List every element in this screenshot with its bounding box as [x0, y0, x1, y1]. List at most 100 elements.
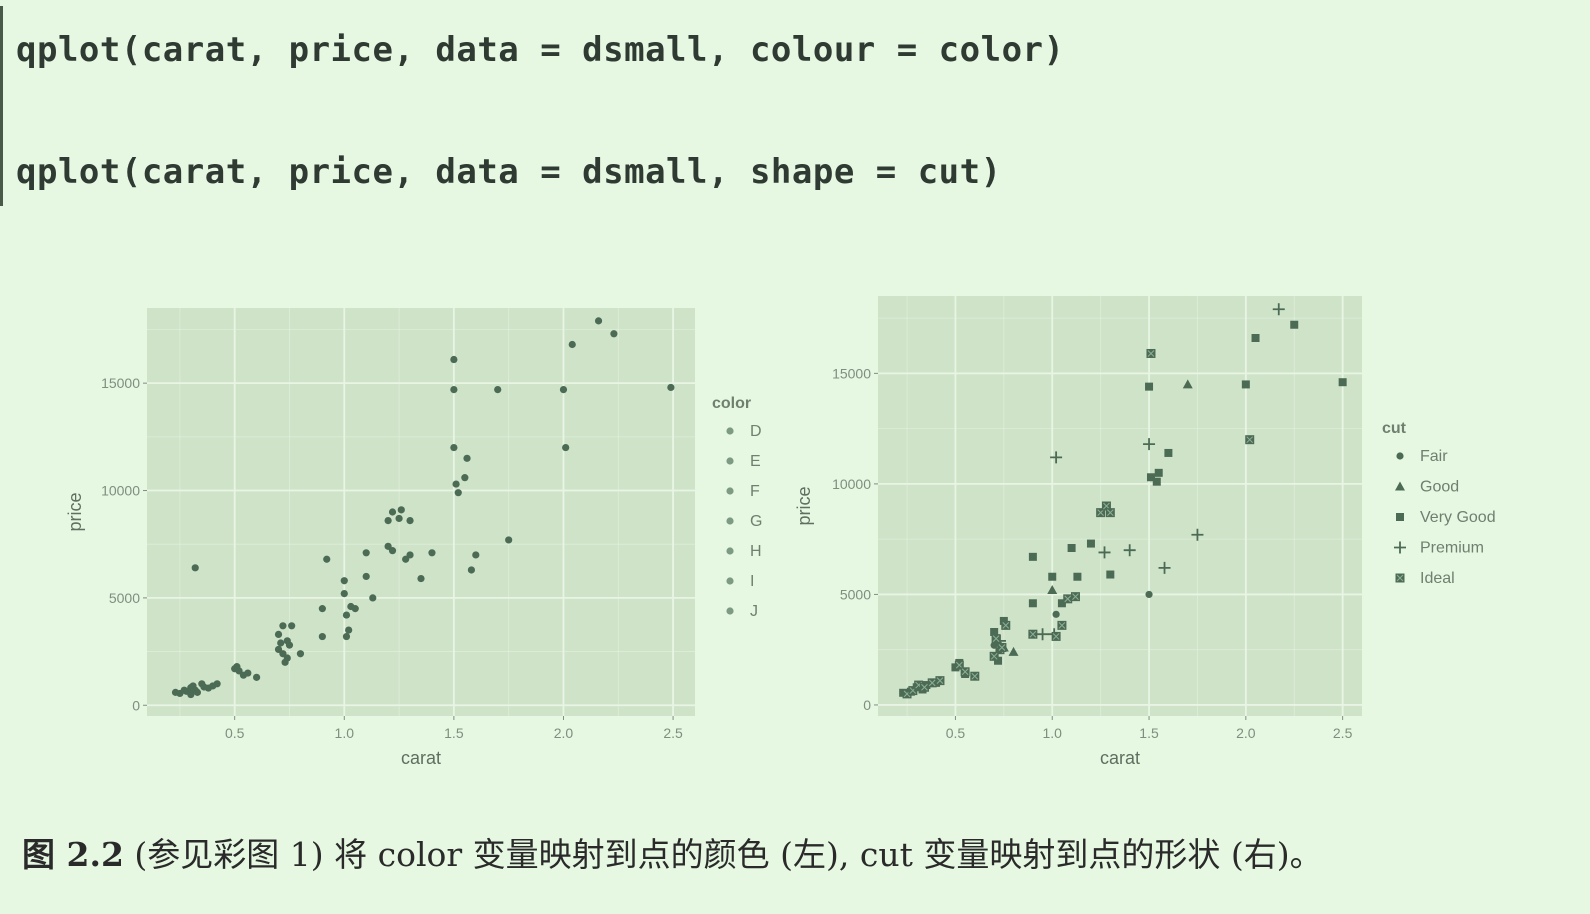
data-point	[1073, 572, 1082, 581]
legend-key	[726, 547, 734, 555]
data-point	[193, 688, 202, 696]
data-point	[253, 673, 261, 681]
legend-entry: Good	[1420, 479, 1459, 496]
legend-entry: Ideal	[1420, 570, 1455, 587]
legend-entry: F	[750, 483, 760, 500]
legend-entry: I	[750, 573, 754, 590]
data-point	[935, 676, 945, 686]
data-point	[1008, 646, 1019, 656]
data-point	[395, 514, 403, 523]
data-point	[990, 628, 999, 636]
data-point	[340, 590, 348, 598]
series-points	[171, 317, 675, 699]
x-tick-label: 1.0	[1043, 725, 1063, 741]
x-tick-label: 0.5	[225, 725, 245, 741]
legend-entry: Very Good	[1420, 509, 1496, 526]
chart-left: 0.5 1.0 1.5 2.0 2.5 0 5000 10000 15000 carat price…	[65, 308, 762, 768]
code-line-shape: qplot(carat, price, data = dsmall, shape…	[16, 152, 1002, 192]
data-point	[1028, 599, 1037, 608]
data-point	[1048, 572, 1057, 581]
data-point	[954, 660, 964, 670]
data-point	[1290, 320, 1299, 329]
data-point	[191, 564, 199, 572]
legend-entry: Fair	[1420, 448, 1448, 465]
data-point	[417, 574, 425, 583]
series-ideal	[902, 348, 1255, 699]
data-point	[1105, 508, 1115, 518]
data-point	[1098, 546, 1111, 559]
x-axis-label: carat	[401, 748, 441, 768]
x-tick-label: 1.5	[444, 725, 464, 741]
plot-panel	[147, 308, 695, 716]
data-point	[1028, 629, 1038, 639]
data-point	[960, 667, 970, 677]
y-axis-label: price	[65, 492, 85, 531]
data-point	[1338, 378, 1347, 387]
data-point	[1164, 448, 1173, 457]
x-tick-label: 2.5	[1333, 725, 1353, 741]
legend-entry: H	[750, 543, 762, 560]
data-point	[285, 641, 294, 649]
data-point	[1191, 528, 1204, 541]
data-point	[989, 651, 999, 661]
data-point	[467, 566, 476, 574]
y-tick-label: 15000	[832, 365, 871, 381]
y-tick-label: 5000	[840, 586, 871, 602]
data-point	[559, 386, 568, 394]
y-tick-label: 0	[132, 697, 140, 713]
y-tick-label: 0	[863, 697, 871, 713]
legend-key	[1394, 541, 1406, 554]
data-point	[362, 549, 370, 557]
data-point	[610, 330, 618, 338]
data-point	[594, 317, 603, 325]
data-point	[1146, 473, 1155, 482]
data-point	[1182, 379, 1193, 389]
data-point	[318, 632, 326, 641]
caption-text: (参见彩图 1) 将 color 变量映射到点的颜色 (左), cut 变量映射…	[123, 835, 1323, 874]
data-point	[997, 642, 1007, 652]
code-line-colour: qplot(carat, price, data = dsmall, colou…	[16, 30, 1065, 70]
data-point	[351, 605, 359, 613]
legend-entry: E	[750, 453, 761, 470]
data-point	[452, 480, 460, 488]
data-point	[1070, 592, 1080, 602]
data-point	[1143, 438, 1156, 451]
data-point	[388, 508, 397, 516]
data-point	[1152, 477, 1161, 486]
data-point	[369, 594, 377, 602]
data-point	[402, 555, 410, 563]
data-point	[342, 632, 351, 641]
y-axis-label: price	[794, 486, 814, 525]
data-point	[1028, 552, 1037, 561]
x-tick-label: 2.0	[1236, 725, 1256, 741]
data-point	[970, 671, 980, 681]
legend-entry: D	[750, 423, 762, 440]
legend-key	[726, 577, 734, 585]
data-point	[1158, 561, 1171, 574]
figure-right-cut-scatter: 0.5 1.0 1.5 2.0 2.5 0 5000 10000 15000 carat price…	[790, 290, 1550, 780]
x-tick-label: 0.5	[946, 725, 966, 741]
data-point	[1101, 501, 1111, 511]
legend-title: color	[712, 395, 751, 412]
x-axis-label: carat	[1100, 748, 1140, 768]
x-tick-label: 2.0	[554, 725, 574, 741]
data-point	[274, 630, 283, 638]
data-point	[1146, 348, 1156, 358]
legend-key	[726, 427, 734, 435]
data-point	[450, 355, 458, 364]
data-point	[927, 678, 937, 688]
data-point	[384, 516, 392, 525]
chart-right: 0.5 1.0 1.5 2.0 2.5 0 5000 10000 15000 carat price…	[794, 296, 1496, 768]
data-point	[562, 443, 570, 452]
data-point	[1001, 620, 1011, 630]
legend-key	[1396, 452, 1404, 460]
data-point	[279, 622, 287, 630]
legend-key	[1396, 513, 1404, 521]
data-point	[1057, 599, 1066, 608]
legend-key	[726, 457, 734, 465]
data-point	[1067, 544, 1076, 552]
data-point	[1063, 594, 1073, 604]
data-point	[406, 516, 414, 525]
data-point	[919, 682, 929, 692]
plot-panel	[878, 296, 1362, 716]
